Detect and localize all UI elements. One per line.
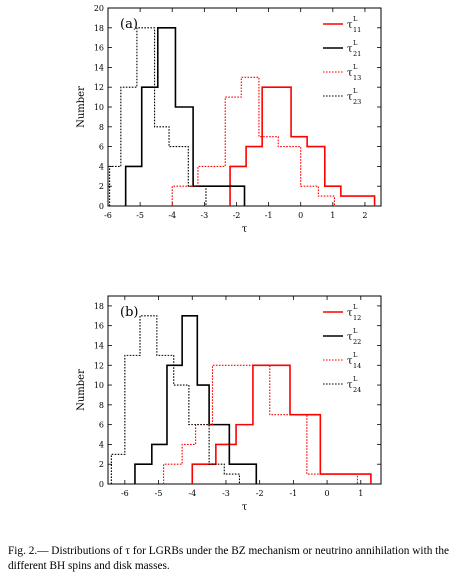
histogram-series-12 <box>191 364 372 484</box>
x-tick-label: -1 <box>289 489 297 498</box>
x-tick-label: -3 <box>222 489 230 498</box>
legend-superscript: L <box>353 87 358 95</box>
histogram-series-21 <box>124 27 246 206</box>
x-tick-label: -2 <box>233 211 241 220</box>
legend-symbol: τ <box>347 332 353 343</box>
y-tick-label: 8 <box>99 401 104 410</box>
y-tick-label: 6 <box>99 143 104 152</box>
legend-symbol: τ <box>347 20 353 31</box>
legend-subscript: 11 <box>353 26 361 34</box>
y-tick-label: 4 <box>99 440 104 449</box>
x-tick-label: -5 <box>155 489 163 498</box>
histogram-series-24 <box>110 315 240 484</box>
legend-subscript: 21 <box>353 50 361 58</box>
x-tick-label: 1 <box>330 211 335 220</box>
y-tick-label: 14 <box>94 63 104 72</box>
legend-symbol: τ <box>347 92 353 103</box>
histogram-series-13 <box>171 76 335 206</box>
histogram-series-23 <box>109 27 207 206</box>
legend-subscript: 23 <box>353 98 361 106</box>
legend-superscript: L <box>353 15 358 23</box>
legend-superscript: L <box>353 63 358 71</box>
x-tick-label: -6 <box>121 489 129 498</box>
histogram-series-14 <box>163 364 358 484</box>
y-tick-label: 6 <box>99 421 104 430</box>
legend-subscript: 22 <box>353 338 361 346</box>
x-tick-label: -5 <box>136 211 144 220</box>
x-tick-label: 1 <box>358 489 363 498</box>
figure-caption: Fig. 2.— Distributions of τ for LGRBs un… <box>8 545 449 572</box>
legend-symbol: τ <box>347 44 353 55</box>
legend-superscript: L <box>353 351 358 359</box>
legend-symbol: τ <box>347 356 353 367</box>
y-tick-label: 4 <box>99 162 104 171</box>
plot-frame <box>107 295 382 485</box>
histogram-series-11 <box>229 86 376 206</box>
y-tick-label: 18 <box>94 302 104 311</box>
y-tick-label: 16 <box>94 44 104 53</box>
y-tick-label: 12 <box>94 361 104 370</box>
y-tick-label: 0 <box>99 202 104 211</box>
panel-label: (b) <box>120 305 138 320</box>
x-tick-label: -4 <box>188 489 196 498</box>
plot-frame <box>107 7 382 207</box>
legend-subscript: 12 <box>353 314 361 322</box>
x-tick-label: 0 <box>325 489 330 498</box>
legend-superscript: L <box>353 303 358 311</box>
x-tick-label: -2 <box>256 489 264 498</box>
legend-superscript: L <box>353 39 358 47</box>
y-tick-label: 10 <box>94 381 104 390</box>
legend-symbol: τ <box>347 380 353 391</box>
y-tick-label: 20 <box>94 4 104 13</box>
panel-label: (a) <box>120 17 138 32</box>
y-tick-label: 12 <box>94 83 104 92</box>
y-tick-label: 2 <box>99 182 104 191</box>
y-axis-label: Number <box>76 86 87 128</box>
x-axis-label: τ <box>242 224 248 235</box>
x-tick-label: -6 <box>104 211 112 220</box>
y-axis-label: Number <box>76 369 87 411</box>
x-tick-label: -4 <box>168 211 176 220</box>
y-tick-label: 2 <box>99 460 104 469</box>
x-tick-label: 0 <box>298 211 303 220</box>
x-axis-label: τ <box>242 502 248 513</box>
legend-symbol: τ <box>347 68 353 79</box>
y-tick-label: 0 <box>99 480 104 489</box>
y-tick-label: 18 <box>94 24 104 33</box>
x-tick-label: -3 <box>200 211 208 220</box>
panel-a: -6 -5 -4 -3 -2 -1 0 1 202468101214161820τNumber(… <box>76 4 382 235</box>
y-tick-label: 14 <box>94 341 104 350</box>
x-tick-label: 2 <box>362 211 367 220</box>
x-tick-label: -1 <box>265 211 273 220</box>
legend-superscript: L <box>353 327 358 335</box>
legend-symbol: τ <box>347 308 353 319</box>
legend-subscript: 14 <box>353 362 361 370</box>
y-tick-label: 16 <box>94 322 104 331</box>
histogram-series-22 <box>134 314 258 484</box>
y-tick-label: 10 <box>94 103 104 112</box>
legend-superscript: L <box>353 375 358 383</box>
y-tick-label: 8 <box>99 123 104 132</box>
legend-subscript: 13 <box>353 74 361 82</box>
legend-subscript: 24 <box>353 386 361 394</box>
